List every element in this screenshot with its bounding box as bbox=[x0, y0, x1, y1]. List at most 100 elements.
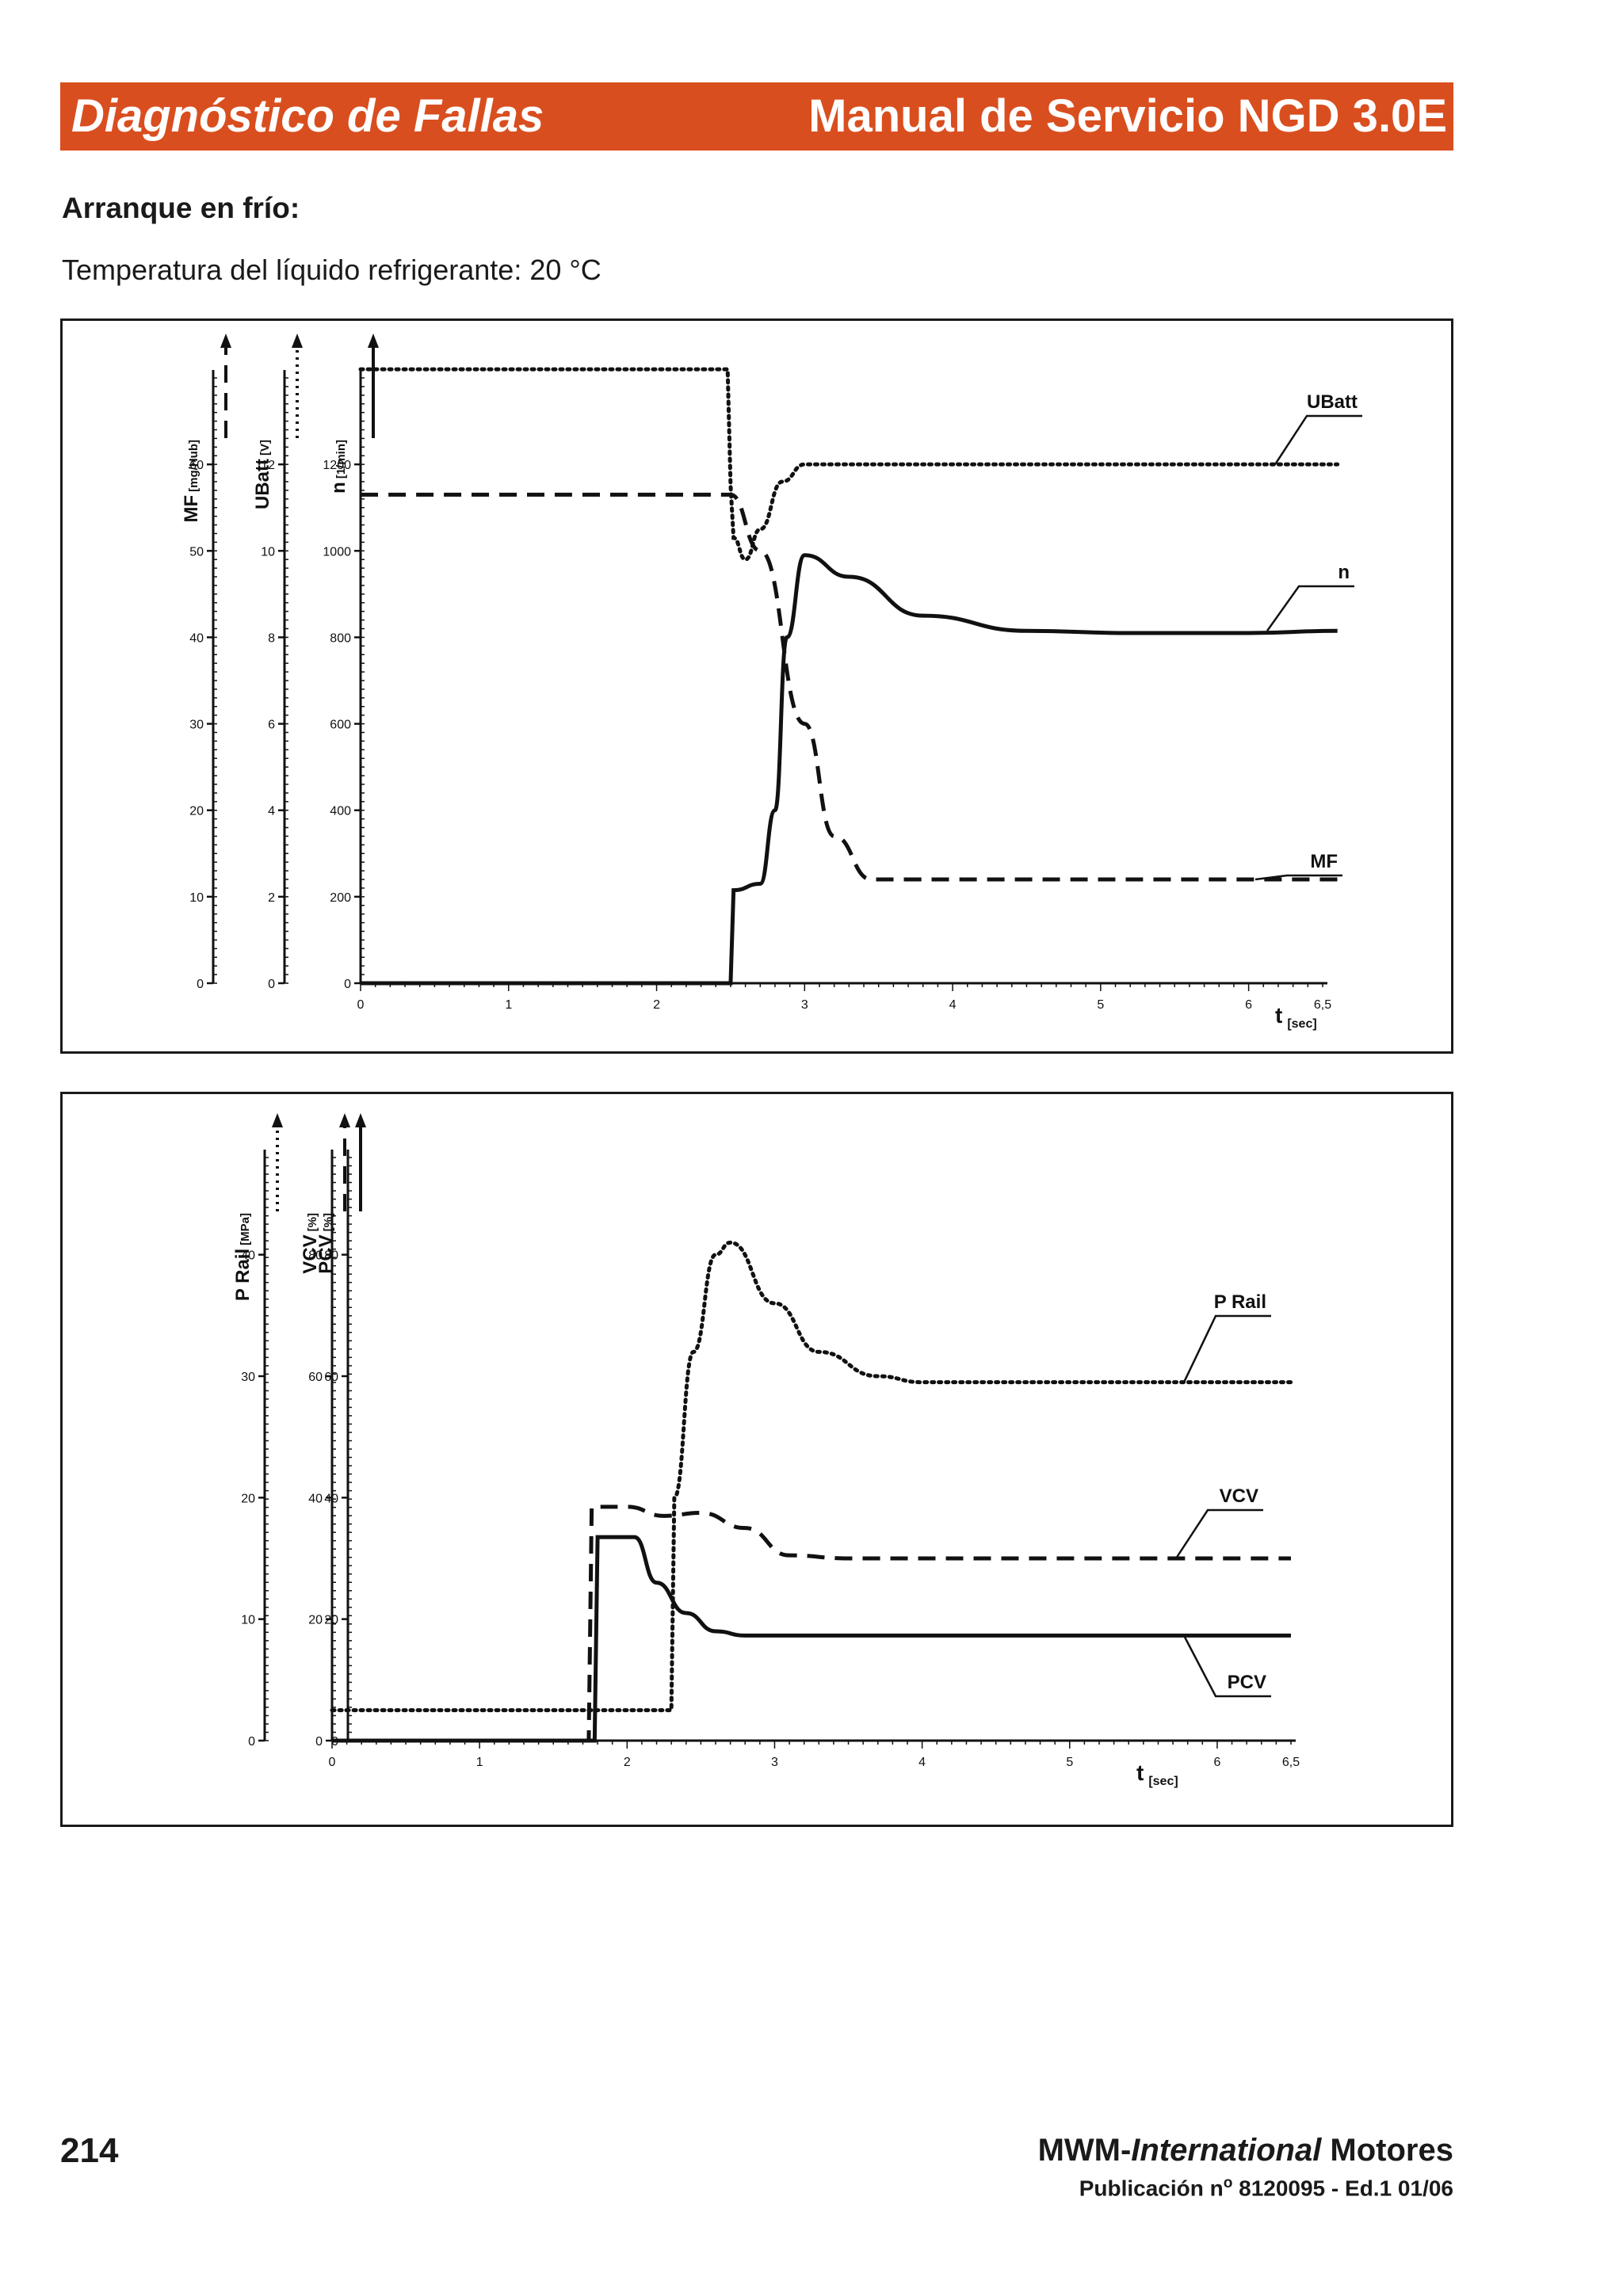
x-axis-tick-label: 0 bbox=[329, 1756, 336, 1769]
x-axis-tick-label: 6,5 bbox=[1314, 998, 1331, 1012]
y-axis-label-unit: [%] bbox=[322, 1213, 335, 1231]
y-axis-tick-label: 80 bbox=[324, 1249, 338, 1263]
y-axis-tick-label: 10 bbox=[261, 545, 275, 559]
y-axis-arrow-head bbox=[292, 334, 303, 348]
section-title: Arranque en frío: bbox=[62, 192, 300, 224]
y-axis-label-name: P Rail bbox=[232, 1249, 254, 1301]
chart-cold-start-engine-svg: 0 10 20 30 40 50 60 MF [mg/Hub] 0 2 4 6 8 10 12UBatt[V]… bbox=[181, 334, 1362, 1031]
series-label-pcv: PCV bbox=[1228, 1672, 1266, 1693]
y-axis-arrow-head bbox=[368, 334, 379, 348]
footer-brand-suffix: Motores bbox=[1321, 2133, 1453, 2168]
y-axis-arrow-head bbox=[272, 1113, 283, 1127]
y-axis-label-group: UBatt [V] bbox=[252, 440, 273, 509]
y-axis-tick-label: 200 bbox=[330, 891, 351, 905]
y-axis-label-name: VCV bbox=[300, 1234, 321, 1273]
y-axis-tick-label: 0 bbox=[344, 978, 351, 991]
y-axis-tick-label: 20 bbox=[308, 1614, 323, 1627]
series-callout-line bbox=[1274, 414, 1362, 465]
y-axis-label: UBatt [V] bbox=[252, 440, 273, 509]
y-axis-arrow-head bbox=[220, 334, 231, 348]
section-subtitle: Temperatura del líquido refrigerante: 20… bbox=[62, 254, 601, 286]
footer-brand-prefix: MWM- bbox=[1037, 2133, 1132, 2168]
y-axis-label-unit: [mg/Hub] bbox=[187, 440, 200, 492]
y-axis-label: MF [mg/Hub] bbox=[181, 440, 202, 522]
x-axis-tick-label: 5 bbox=[1066, 1756, 1073, 1769]
x-axis-tick-label: 3 bbox=[771, 1756, 778, 1769]
y-axis-arrow-head bbox=[339, 1113, 350, 1127]
y-axis-tick-label: 30 bbox=[189, 719, 204, 732]
series-line-mf bbox=[361, 492, 1338, 882]
x-axis-tick-label: 6 bbox=[1213, 1756, 1220, 1769]
y-axis-label-unit: [1/min] bbox=[334, 440, 348, 479]
x-axis-tick-label: 3 bbox=[801, 998, 808, 1012]
y-axis-label: n [1/min] bbox=[328, 440, 349, 494]
x-axis-label-unit: [sec] bbox=[1148, 1775, 1178, 1788]
y-axis-tick-label: 60 bbox=[324, 1371, 338, 1384]
series-label-mf: MF bbox=[1310, 851, 1338, 872]
series-label-vcv: VCV bbox=[1220, 1486, 1258, 1507]
series-label-p-rail: P Rail bbox=[1214, 1291, 1266, 1313]
x-axis-tick-label: 6 bbox=[1245, 998, 1252, 1012]
series-callout-line bbox=[1254, 874, 1342, 881]
series-callout-line bbox=[1182, 1634, 1271, 1698]
y-axis-label-group: VCV [%] bbox=[300, 1213, 321, 1274]
series-label-n: n bbox=[1338, 562, 1350, 583]
y-axis-tick-label: 10 bbox=[241, 1614, 255, 1627]
series-callout-line bbox=[1182, 1314, 1271, 1383]
y-axis-label-name: n bbox=[328, 482, 349, 494]
y-axis-label-name: UBatt bbox=[252, 459, 273, 509]
y-axis-label-name: MF bbox=[181, 495, 202, 523]
y-axis-tick-label: 1000 bbox=[323, 545, 351, 559]
x-axis-tick-label: 0 bbox=[357, 998, 365, 1012]
y-axis-tick-label: 50 bbox=[189, 545, 204, 559]
x-axis-tick-label: 5 bbox=[1097, 998, 1104, 1012]
y-axis-tick-label: 40 bbox=[324, 1492, 338, 1505]
x-axis-label: t [sec] bbox=[1275, 1003, 1317, 1031]
y-axis-tick-label: 80 bbox=[308, 1249, 323, 1263]
y-axis-tick-label: 2 bbox=[268, 891, 275, 905]
y-axis-tick-label: 20 bbox=[241, 1492, 255, 1505]
y-axis-tick-label: 20 bbox=[189, 805, 204, 818]
x-axis-tick-label: 2 bbox=[624, 1756, 631, 1769]
y-axis-label: P Rail [MPa] bbox=[232, 1213, 254, 1301]
series-label-ubatt: UBatt bbox=[1307, 391, 1358, 413]
y-axis-label-unit: [%] bbox=[306, 1213, 319, 1231]
series-line-vcv bbox=[332, 1505, 1291, 1743]
x-axis-label-unit: [sec] bbox=[1287, 1017, 1316, 1031]
y-axis-tick-label: 10 bbox=[189, 891, 204, 905]
footer-publication: Publicación no 8120095 - Ed.1 01/06 bbox=[1038, 2175, 1453, 2201]
x-axis-tick-label: 6,5 bbox=[1282, 1756, 1300, 1769]
series-line-p-rail bbox=[330, 1240, 1293, 1713]
y-axis-label-group: MF [mg/Hub] bbox=[181, 440, 202, 522]
y-axis-tick-label: 8 bbox=[268, 631, 275, 645]
x-axis-tick-label: 4 bbox=[918, 1756, 926, 1769]
y-axis-tick-label: 6 bbox=[268, 719, 275, 732]
header-section-title: Diagnóstico de Fallas bbox=[71, 90, 544, 142]
y-axis-label-name: PCV bbox=[315, 1234, 337, 1273]
y-axis-label-group: P Rail [MPa] bbox=[232, 1213, 254, 1301]
chart-cold-start-engine: 0 10 20 30 40 50 60 MF [mg/Hub] 0 2 4 6 8 10 12 UBatt[V]… bbox=[60, 318, 1453, 1054]
series-line-ubatt bbox=[358, 367, 1340, 562]
y-axis-tick-label: 60 bbox=[189, 459, 204, 472]
y-axis-label-group: n [1/min] bbox=[328, 440, 349, 494]
y-axis-tick-label: 0 bbox=[315, 1735, 323, 1749]
x-axis-tick-label: 1 bbox=[505, 998, 512, 1012]
footer-pub-sup: o bbox=[1223, 2175, 1233, 2191]
y-axis-tick-label: 4 bbox=[268, 805, 275, 818]
y-axis-tick-label: 12 bbox=[261, 459, 275, 472]
footer-pub-suffix: 8120095 - Ed.1 01/06 bbox=[1232, 2176, 1453, 2201]
series-callout-line bbox=[1266, 585, 1354, 631]
y-axis-tick-label: 40 bbox=[241, 1249, 255, 1263]
y-axis-tick-label: 40 bbox=[189, 631, 204, 645]
y-axis-tick-label: 1200 bbox=[323, 459, 351, 472]
series-callout-line bbox=[1174, 1508, 1263, 1559]
page-header: Diagnóstico de Fallas Manual de Servicio… bbox=[60, 82, 1453, 151]
x-axis-tick-label: 4 bbox=[949, 998, 957, 1012]
series-line-n bbox=[361, 553, 1338, 986]
y-axis-tick-label: 800 bbox=[330, 631, 351, 645]
y-axis-label-unit: [MPa] bbox=[239, 1213, 252, 1245]
footer-brand: MWM-International Motores bbox=[1038, 2133, 1453, 2168]
x-axis-tick-label: 1 bbox=[476, 1756, 483, 1769]
